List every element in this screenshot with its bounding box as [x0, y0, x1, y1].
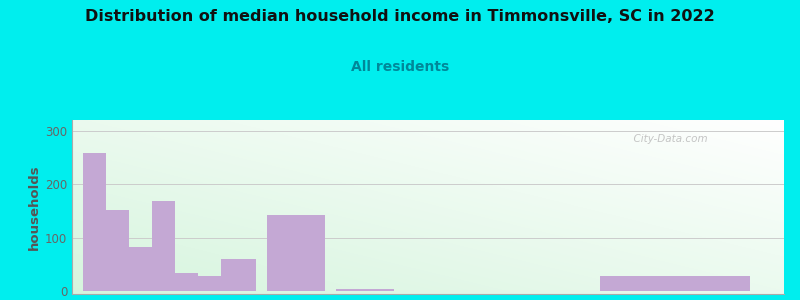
Bar: [198, 276, 222, 291]
Bar: [600, 276, 750, 291]
Text: City-Data.com: City-Data.com: [627, 134, 708, 144]
Bar: [130, 248, 152, 291]
Y-axis label: households: households: [28, 164, 41, 250]
Text: Distribution of median household income in Timmonsville, SC in 2022: Distribution of median household income …: [85, 9, 715, 24]
Bar: [106, 210, 130, 291]
Bar: [83, 153, 106, 291]
Bar: [267, 215, 325, 291]
Bar: [222, 259, 256, 291]
Bar: [336, 289, 394, 291]
Text: All residents: All residents: [351, 60, 449, 74]
Bar: [152, 201, 175, 291]
Bar: [175, 273, 198, 291]
